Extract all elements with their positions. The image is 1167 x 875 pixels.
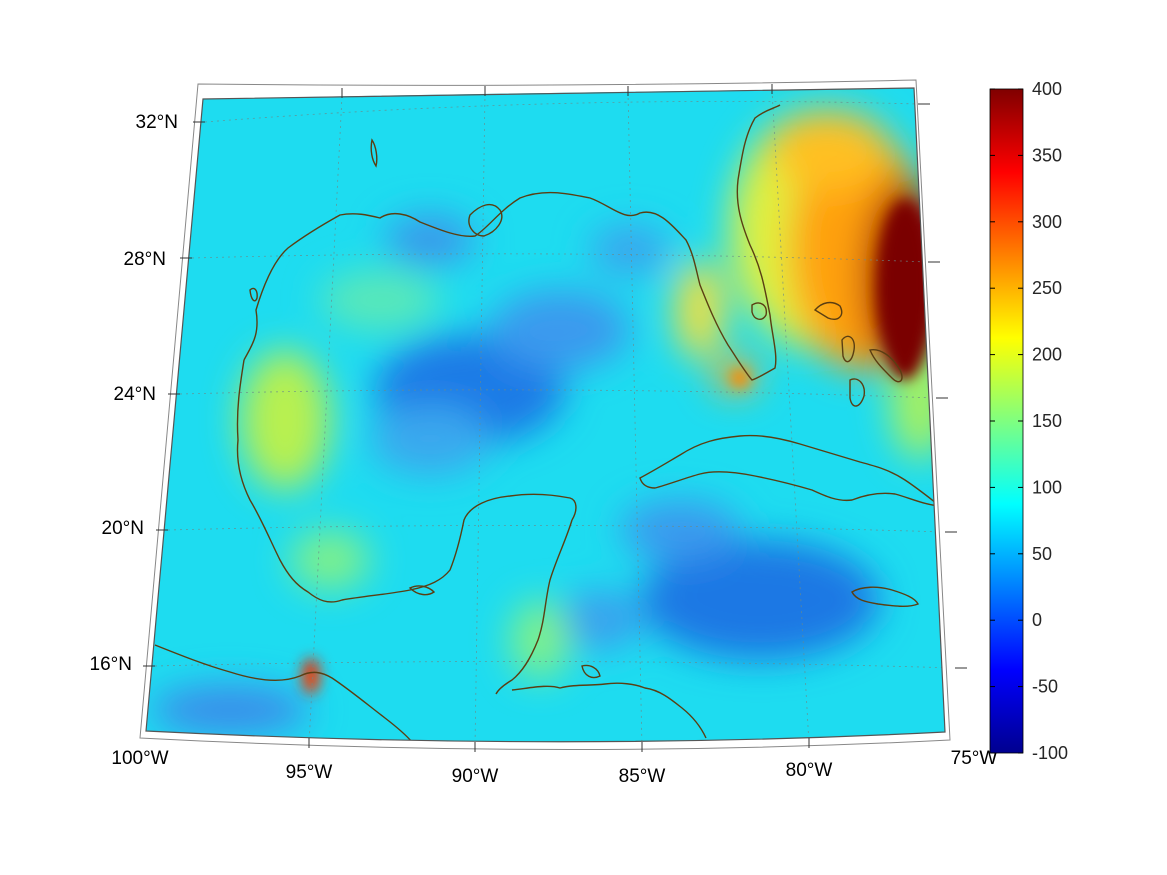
coastlines [154, 104, 943, 742]
yucatan-east-coast [495, 519, 573, 695]
colorbar-labels: 400 350 300 250 200 150 100 50 0 -50 -100 [1032, 79, 1068, 763]
heatmap-field [146, 88, 945, 742]
graticule-lon-line [474, 92, 486, 742]
mississippi-delta [468, 203, 503, 237]
belize-lagoon [581, 664, 601, 679]
texas-lagoon [249, 287, 258, 302]
north-gulf-low-2 [590, 225, 670, 275]
graticule-lon-line [308, 95, 343, 742]
colorbar-label: -100 [1032, 743, 1068, 763]
tehuantepec-high-glow [306, 670, 316, 690]
bahamas-2 [841, 335, 856, 363]
colorbar: 400 350 300 250 200 150 100 50 0 -50 -100 [989, 79, 1068, 763]
louisiana-marsh [370, 138, 378, 168]
colorbar-gradient [989, 88, 1024, 754]
caribbean-low-2 [620, 500, 740, 560]
bahamas-3 [869, 349, 903, 383]
western-gulf-high [240, 350, 330, 490]
graticule [154, 89, 945, 742]
lon-label-100: 100°W [111, 748, 168, 769]
lat-label-24: 24°N [114, 384, 156, 405]
colorbar-label: 250 [1032, 278, 1062, 298]
colorbar-label: 350 [1032, 145, 1062, 165]
lat-label-32: 32°N [136, 112, 178, 133]
pacific-coast [154, 644, 413, 742]
florida-lake [751, 302, 767, 320]
lon-label-90: 90°W [452, 766, 499, 787]
colorbar-label: 0 [1032, 610, 1042, 630]
lat-label-28: 28°N [124, 249, 166, 270]
cuba [639, 434, 943, 507]
bahamas-4 [849, 378, 865, 407]
colorbar-label: 300 [1032, 212, 1062, 232]
graticule-lon-line [771, 89, 810, 742]
colorbar-label: -50 [1032, 677, 1058, 697]
graticule-lat-line [167, 525, 945, 533]
central-gulf-low-2 [490, 290, 630, 370]
lat-label-16: 16°N [90, 654, 132, 675]
graticule-lat-line [191, 253, 929, 263]
pacific-low [150, 685, 310, 735]
lon-label-75: 75°W [951, 748, 998, 769]
gulf-midband [320, 270, 440, 330]
colorbar-label: 100 [1032, 477, 1062, 497]
central-gulf-low-3 [370, 405, 490, 475]
lon-label-80: 80°W [786, 760, 833, 781]
lat-label-20: 20°N [102, 518, 144, 539]
lon-labels: 100°W 95°W 90°W 85°W 80°W 75°W [111, 748, 997, 787]
bay-of-campeche-high [290, 530, 370, 590]
isla-del-carmen [408, 585, 436, 596]
florida-west-high [675, 260, 725, 360]
colorbar-label: 200 [1032, 345, 1062, 365]
graticule-lat-line [179, 389, 937, 399]
colorbar-label: 400 [1032, 79, 1062, 99]
colorbar-ticks [990, 88, 1023, 754]
central-america-coast [511, 682, 707, 739]
lon-label-95: 95°W [286, 762, 333, 783]
caribbean-low [640, 540, 880, 660]
graticule-lon-line [627, 91, 643, 742]
lon-label-85: 85°W [619, 766, 666, 787]
yucatan-high [510, 600, 570, 680]
yucatan-low [560, 590, 640, 650]
bahamas-1 [813, 301, 843, 320]
graticule-lat-line [204, 100, 919, 123]
map-frame-outer [139, 79, 951, 751]
us-gulf-coast [243, 104, 781, 381]
colorbar-label: 50 [1032, 544, 1052, 564]
colorbar-label: 150 [1032, 411, 1062, 431]
frame-ticks [143, 84, 967, 752]
atlantic-core-sharp [877, 200, 933, 380]
atlantic-high-north [770, 110, 890, 190]
lat-labels: 32°N 28°N 24°N 20°N 16°N [90, 112, 178, 675]
cuba-north-high [730, 368, 750, 388]
graticule-lat-line [154, 661, 945, 669]
mexico-gulf-coast [236, 359, 577, 603]
north-gulf-low [385, 215, 475, 265]
jamaica [851, 586, 919, 607]
heatmap-sharp [302, 200, 933, 694]
heatmap-blobs [150, 110, 945, 735]
